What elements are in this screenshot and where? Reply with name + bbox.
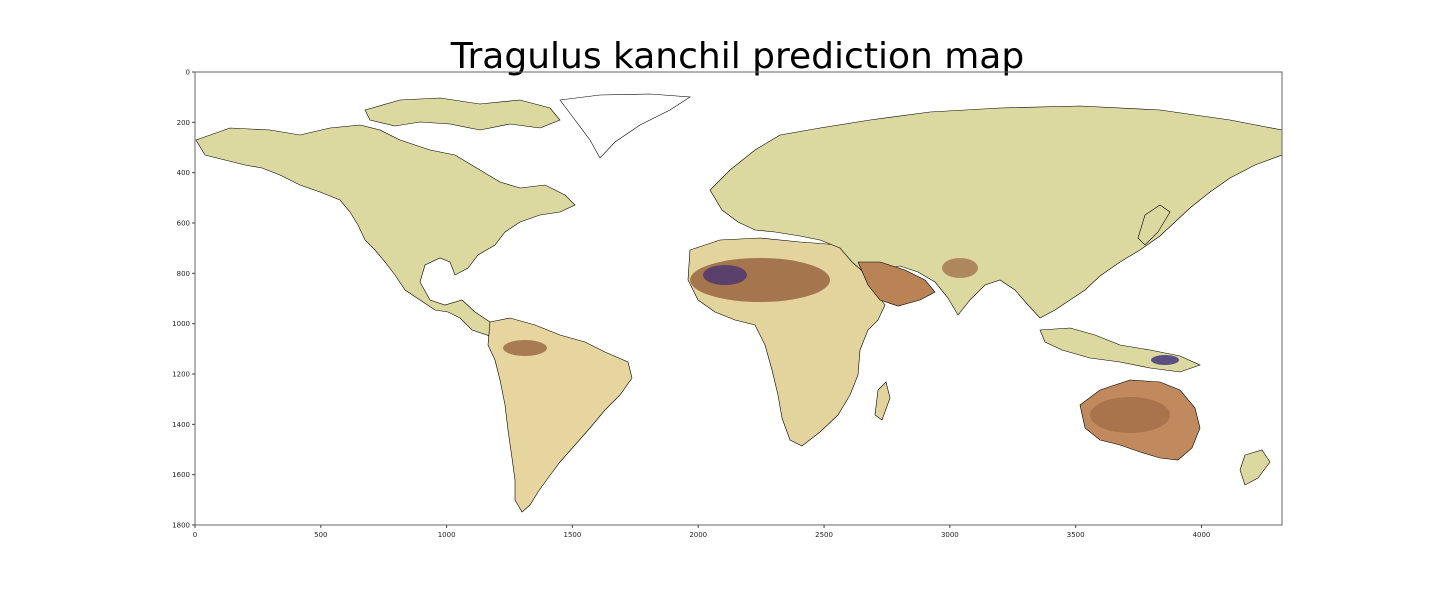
landmass-arabia — [857, 261, 936, 307]
y-tick-label: 400 — [177, 169, 190, 177]
y-tick-label: 1800 — [172, 522, 190, 530]
landmass-arctic-islands — [364, 97, 561, 131]
y-tick-label: 200 — [177, 119, 190, 127]
x-tick-label: 500 — [314, 531, 327, 539]
landmass-japan — [1137, 204, 1171, 246]
y-tick-label: 1200 — [172, 371, 190, 379]
hotspot-layer — [503, 258, 1179, 433]
landmass-new-zealand — [1239, 449, 1271, 486]
x-tick-label: 3500 — [1067, 531, 1085, 539]
hotspot-australia — [1090, 397, 1170, 433]
landmass-south-america — [487, 317, 633, 513]
land-layer — [195, 93, 1283, 513]
x-axis: 0 500 1000 1500 2000 2500 3000 3500 4000 — [193, 525, 1211, 539]
hotspot-india — [942, 258, 978, 278]
x-tick-label: 2000 — [689, 531, 707, 539]
y-tick-label: 1400 — [172, 421, 190, 429]
landmass-eurasia — [709, 105, 1283, 319]
x-tick-label: 4000 — [1193, 531, 1211, 539]
landmass-indonesia — [1039, 327, 1201, 373]
landmass-greenland — [559, 93, 691, 159]
x-tick-label: 0 — [193, 531, 197, 539]
x-tick-label: 3000 — [941, 531, 959, 539]
hotspot-sahara-core — [703, 265, 747, 285]
landmass-north-america — [195, 124, 576, 337]
hotspot-amazon — [503, 340, 547, 356]
x-tick-label: 1000 — [438, 531, 456, 539]
y-tick-label: 600 — [177, 220, 190, 228]
y-tick-label: 1000 — [172, 320, 190, 328]
plot-frame — [194, 71, 1283, 526]
x-tick-label: 1500 — [564, 531, 582, 539]
y-tick-label: 800 — [177, 270, 190, 278]
hotspot-new-guinea — [1151, 355, 1179, 365]
landmass-madagascar — [874, 381, 891, 421]
y-tick-label: 0 — [186, 69, 190, 77]
y-tick-label: 1600 — [172, 471, 190, 479]
x-tick-label: 2500 — [815, 531, 833, 539]
map-title: Tragulus kanchil prediction map — [450, 36, 1025, 77]
y-axis: 0 200 400 600 800 1000 1200 1400 1600 1800 — [172, 69, 195, 530]
